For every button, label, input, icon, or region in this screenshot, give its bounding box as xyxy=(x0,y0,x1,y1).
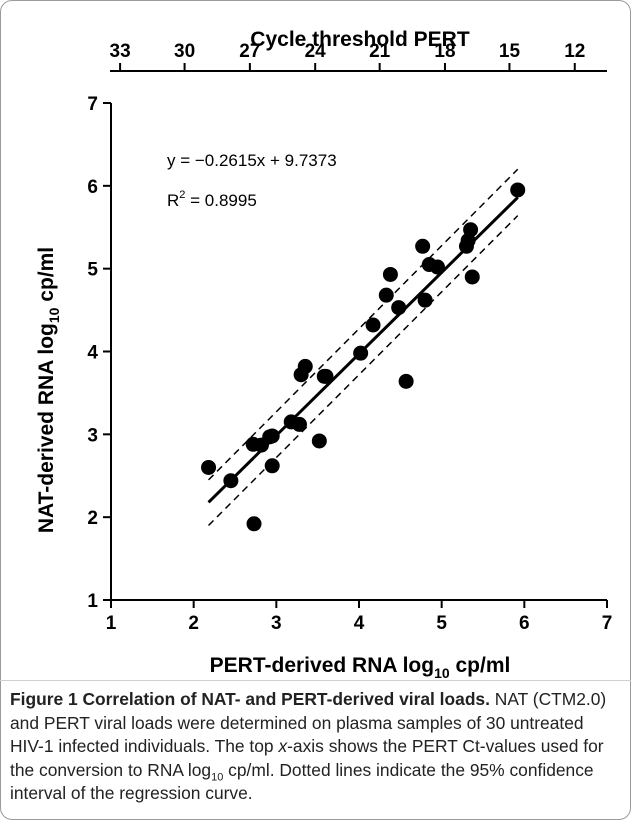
regression-equation: y = −0.2615x + 9.7373 xyxy=(167,151,337,170)
y-axis-title-unit: cp/ml xyxy=(35,247,58,308)
x-axis-title-sub: 10 xyxy=(434,665,450,680)
x-ticks: 1 2 3 4 5 6 7 xyxy=(106,600,613,634)
y-tick-label: 2 xyxy=(87,508,98,529)
y-axis-title: NAT-derived RNA log10 cp/ml xyxy=(35,247,62,533)
data-point xyxy=(464,269,480,285)
data-point xyxy=(417,292,433,308)
r-squared-letter: R xyxy=(167,191,179,210)
data-point xyxy=(365,317,381,333)
top-tick-label: 18 xyxy=(434,41,455,62)
data-point xyxy=(430,259,446,275)
x-axis-title-unit: cp/ml xyxy=(450,654,511,677)
ci-upper-line xyxy=(208,168,519,481)
data-point xyxy=(353,345,369,361)
y-tick-label: 7 xyxy=(87,94,98,115)
data-point xyxy=(311,433,327,449)
data-point xyxy=(398,373,414,389)
x-tick-label: 4 xyxy=(354,613,365,634)
caption-text-2: -axis shows the PERT Ct-values used for … xyxy=(10,736,604,780)
data-point xyxy=(318,368,334,384)
data-point xyxy=(382,266,398,282)
r-squared-exponent: 2 xyxy=(179,189,185,201)
data-point xyxy=(223,473,239,489)
data-point xyxy=(291,416,307,432)
data-point xyxy=(463,222,479,238)
y-tick-label: 6 xyxy=(87,177,98,198)
x-tick-label: 1 xyxy=(106,613,117,634)
ci-lower-line xyxy=(208,215,519,526)
x-axis-title-main: PERT-derived RNA log xyxy=(210,654,434,677)
y-axis-title-sub: 10 xyxy=(46,307,62,323)
caption-divider xyxy=(0,680,631,681)
data-point xyxy=(391,300,407,316)
data-point xyxy=(297,358,313,374)
caption-title: Figure 1 Correlation of NAT- and PERT-de… xyxy=(10,689,490,709)
figure-caption: Figure 1 Correlation of NAT- and PERT-de… xyxy=(10,688,622,806)
data-points xyxy=(201,182,526,532)
top-tick-label: 21 xyxy=(369,41,391,62)
caption-subscript: 10 xyxy=(211,770,224,783)
data-point xyxy=(510,182,526,198)
data-point xyxy=(264,428,280,444)
y-axis-title-main: NAT-derived RNA log xyxy=(35,323,58,533)
r-squared: R2 = 0.8995 xyxy=(167,189,257,210)
top-tick-label: 12 xyxy=(564,41,585,62)
top-axis-title: Cycle threshold PERT xyxy=(250,28,470,51)
data-point xyxy=(378,287,394,303)
top-tick-label: 30 xyxy=(174,41,195,62)
top-tick-label: 24 xyxy=(305,41,327,62)
top-tick-label: 15 xyxy=(499,41,521,62)
x-tick-label: 5 xyxy=(436,613,447,634)
y-tick-label: 1 xyxy=(87,591,98,612)
data-point xyxy=(415,238,431,254)
r-squared-value: = 0.8995 xyxy=(185,191,256,210)
data-point xyxy=(201,459,217,475)
top-tick-label: 33 xyxy=(110,41,131,62)
top-tick-label: 27 xyxy=(239,41,260,62)
y-ticks: 1 2 3 4 5 6 7 xyxy=(87,94,111,612)
top-ticks: 33 30 27 24 21 18 15 12 xyxy=(110,41,585,71)
x-axis-title: PERT-derived RNA log10 cp/ml xyxy=(210,654,511,680)
data-point xyxy=(264,458,280,474)
x-tick-label: 3 xyxy=(271,613,282,634)
x-tick-label: 7 xyxy=(602,613,613,634)
caption-text-1: NAT (CTM2.0) and PERT viral loads were d… xyxy=(10,689,607,756)
data-point xyxy=(246,516,262,532)
caption-x-italic: x xyxy=(278,736,288,756)
x-tick-label: 6 xyxy=(519,613,530,634)
x-tick-label: 2 xyxy=(188,613,199,634)
y-tick-label: 5 xyxy=(87,260,98,281)
y-tick-label: 4 xyxy=(87,343,98,364)
y-tick-label: 3 xyxy=(87,425,98,446)
caption-text-3: cp/ml. Dotted lines indicate the 95% con… xyxy=(10,759,594,804)
